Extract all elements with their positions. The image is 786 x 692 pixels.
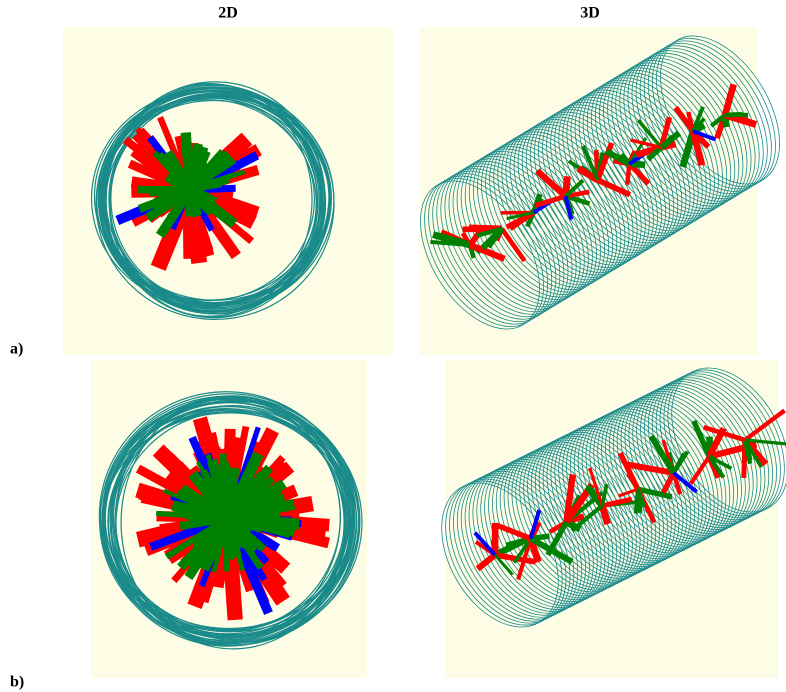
fiber [512, 537, 533, 564]
fiber [659, 134, 675, 150]
fiber [637, 486, 673, 500]
fiber [708, 454, 733, 471]
fiber [491, 522, 499, 556]
contour [110, 93, 318, 304]
fiber [563, 474, 576, 523]
row-label: b) [10, 674, 24, 691]
fiber [744, 438, 786, 446]
fiber [565, 189, 590, 199]
contour [97, 95, 330, 305]
fiber [534, 193, 567, 208]
fiber [692, 129, 717, 142]
fiber [138, 186, 191, 194]
fiber [689, 455, 712, 486]
fiber [636, 488, 647, 508]
fiber [646, 145, 663, 162]
fiber [636, 119, 663, 149]
fiber [495, 522, 532, 542]
fiber [226, 478, 275, 520]
column-label: 3D [580, 5, 600, 22]
column-label: 2D [218, 5, 238, 22]
fiber [545, 520, 569, 557]
fiber [189, 169, 246, 193]
fiber [702, 425, 746, 443]
fiber [673, 105, 696, 133]
fiber [600, 483, 609, 507]
fiber [493, 553, 514, 576]
fiber [648, 434, 677, 475]
visualization [90, 35, 786, 650]
fiber [672, 471, 698, 494]
fiber [588, 467, 604, 507]
fiber [227, 512, 300, 530]
fiber [183, 166, 193, 191]
fiber [183, 508, 229, 521]
fiber [581, 145, 600, 181]
fiber [658, 116, 673, 149]
fiber [625, 163, 632, 185]
fiber [164, 515, 230, 560]
fiber [506, 211, 535, 221]
fiber [430, 239, 471, 247]
contour [93, 91, 324, 301]
contour [102, 412, 358, 633]
fiber [601, 496, 633, 509]
fiber [528, 509, 542, 540]
fiber [570, 504, 604, 533]
fiber [198, 515, 234, 572]
fiber [225, 516, 264, 570]
fiber [499, 227, 527, 263]
contour [95, 86, 335, 320]
fiber [626, 473, 640, 491]
fiber [660, 471, 676, 494]
fiber [721, 83, 737, 116]
fiber [689, 130, 706, 167]
fiber [527, 537, 542, 564]
fiber [473, 531, 497, 557]
row-label: a) [10, 341, 23, 358]
fiber [691, 419, 712, 458]
fiber [516, 537, 533, 581]
fiber [576, 165, 600, 183]
fiber [563, 482, 595, 525]
fiber [604, 148, 631, 167]
fiber [188, 158, 237, 193]
fiber [563, 195, 574, 221]
fiber [691, 105, 705, 133]
fiber [145, 186, 193, 222]
fiber [152, 150, 193, 193]
contour [671, 367, 786, 513]
fiber [476, 226, 503, 238]
fiber [626, 461, 675, 476]
fiber [564, 178, 585, 198]
contour [104, 396, 361, 646]
fiber [743, 408, 786, 442]
fiber [707, 455, 726, 479]
fiber [485, 226, 505, 249]
contour [105, 82, 313, 317]
fiber [724, 111, 743, 118]
fiber [475, 552, 497, 572]
fiber [205, 454, 231, 519]
fiber [535, 168, 568, 199]
fiber [596, 177, 632, 198]
contour [98, 391, 355, 641]
fiber [617, 487, 639, 498]
fiber [600, 505, 607, 522]
fiber [508, 210, 536, 231]
fiber [468, 242, 506, 262]
fiber [709, 113, 727, 128]
fiber [617, 451, 641, 491]
fiber [742, 439, 753, 465]
contour [107, 408, 354, 639]
fiber [627, 161, 651, 186]
fiber [186, 149, 228, 194]
fiber [629, 138, 662, 150]
fiber [671, 450, 690, 474]
fiber [187, 184, 218, 209]
fiber [671, 472, 683, 495]
